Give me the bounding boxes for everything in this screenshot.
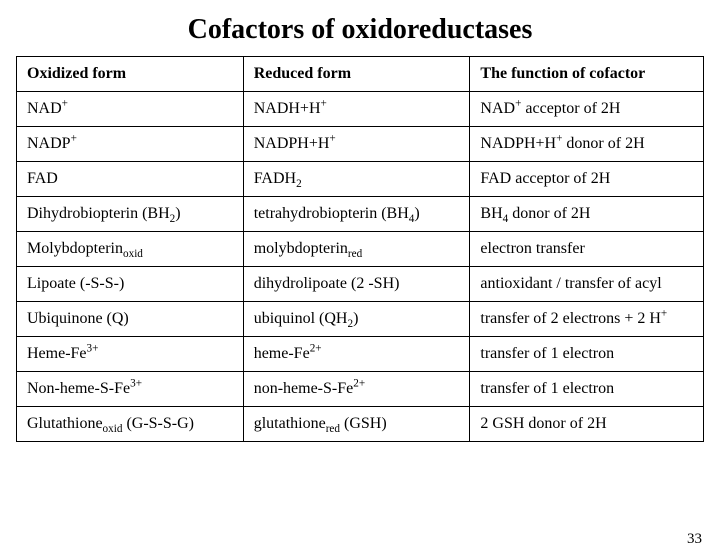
table-row: Non-heme-S-Fe3+non-heme-S-Fe2+transfer o… [17,372,704,407]
table-cell: Non-heme-S-Fe3+ [17,372,244,407]
table-row: Heme-Fe3+heme-Fe2+transfer of 1 electron [17,337,704,372]
table-row: Molybdopterinoxidmolybdopterinredelectro… [17,232,704,267]
table-cell: 2 GSH donor of 2H [470,407,704,442]
table-cell: ubiquinol (QH2) [243,302,470,337]
table-cell: NADH+H+ [243,92,470,127]
table-row: Ubiquinone (Q)ubiquinol (QH2)transfer of… [17,302,704,337]
table-cell: FAD acceptor of 2H [470,162,704,197]
table-row: NADP+NADPH+H+NADPH+H+ donor of 2H [17,127,704,162]
col-header-reduced: Reduced form [243,57,470,92]
table-cell: Dihydrobiopterin (BH2) [17,197,244,232]
table-cell: Heme-Fe3+ [17,337,244,372]
table-cell: glutathionered (GSH) [243,407,470,442]
table-row: Dihydrobiopterin (BH2)tetrahydrobiopteri… [17,197,704,232]
table-cell: Lipoate (-S-S-) [17,267,244,302]
page-title: Cofactors of oxidoreductases [0,14,720,46]
table-cell: Ubiquinone (Q) [17,302,244,337]
col-header-oxidized: Oxidized form [17,57,244,92]
table-cell: transfer of 1 electron [470,337,704,372]
col-header-function: The function of cofactor [470,57,704,92]
table-cell: tetrahydrobiopterin (BH4) [243,197,470,232]
table-cell: Glutathioneoxid (G-S-S-G) [17,407,244,442]
table-cell: NAD+ [17,92,244,127]
table-row: Lipoate (-S-S-)dihydrolipoate (2 -SH)ant… [17,267,704,302]
table-cell: antioxidant / transfer of acyl [470,267,704,302]
table-cell: electron transfer [470,232,704,267]
table-cell: dihydrolipoate (2 -SH) [243,267,470,302]
table-cell: transfer of 1 electron [470,372,704,407]
table-row: FADFADH2FAD acceptor of 2H [17,162,704,197]
table-cell: heme-Fe2+ [243,337,470,372]
cofactor-table: Oxidized form Reduced form The function … [16,56,704,442]
table-cell: NADPH+H+ donor of 2H [470,127,704,162]
table-cell: FAD [17,162,244,197]
table-cell: transfer of 2 electrons + 2 H+ [470,302,704,337]
table-cell: molybdopterinred [243,232,470,267]
table-cell: NADPH+H+ [243,127,470,162]
table-cell: FADH2 [243,162,470,197]
table-cell: Molybdopterinoxid [17,232,244,267]
table-cell: NADP+ [17,127,244,162]
table-body: NAD+NADH+H+NAD+ acceptor of 2HNADP+NADPH… [17,92,704,442]
table-row: NAD+NADH+H+NAD+ acceptor of 2H [17,92,704,127]
table-row: Glutathioneoxid (G-S-S-G)glutathionered … [17,407,704,442]
table-cell: NAD+ acceptor of 2H [470,92,704,127]
table-cell: non-heme-S-Fe2+ [243,372,470,407]
table-header-row: Oxidized form Reduced form The function … [17,57,704,92]
table-cell: BH4 donor of 2H [470,197,704,232]
